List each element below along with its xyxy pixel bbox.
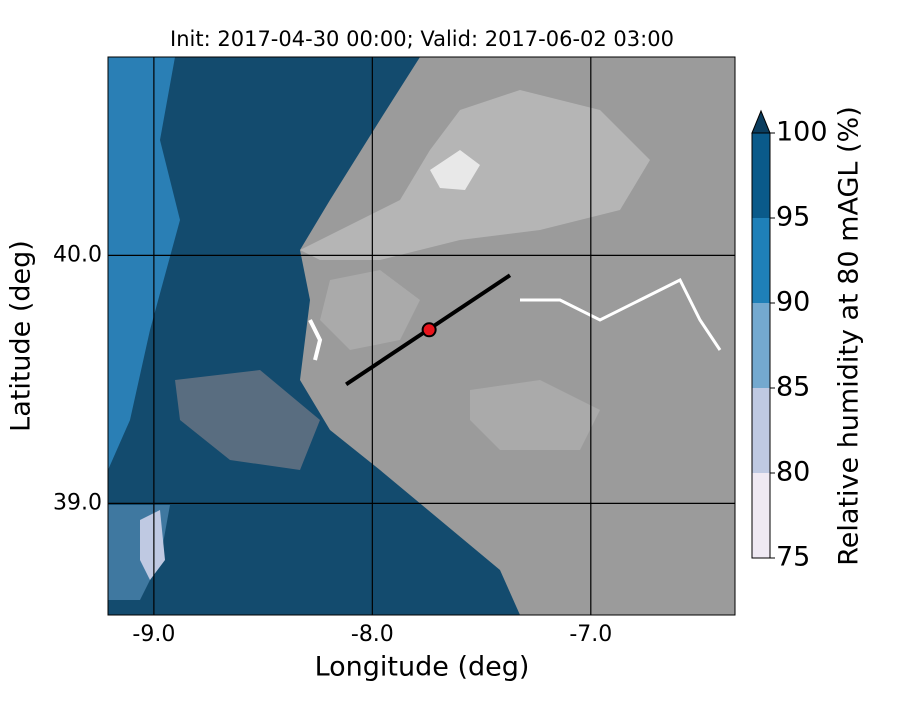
dry-patch — [140, 510, 165, 580]
site-marker — [421, 322, 437, 338]
colorbar-tick-label: 90 — [776, 287, 810, 318]
colorbar-frame — [751, 132, 771, 559]
colorbar-segment — [752, 388, 770, 473]
grid — [108, 57, 735, 615]
chart-title: Init: 2017-04-30 00:00; Valid: 2017-06-0… — [170, 27, 674, 51]
map-field — [108, 57, 735, 615]
plot-frame — [107, 56, 736, 616]
colorbar-tick-label: 80 — [776, 457, 810, 488]
valley — [520, 277, 722, 351]
x-tick-label: -8.0 — [351, 622, 394, 647]
x-tick-label: -9.0 — [132, 622, 175, 647]
dry-highland — [320, 270, 420, 350]
coastal-band — [108, 57, 180, 470]
y-tick-label: 39.0 — [53, 490, 102, 515]
valley — [308, 319, 323, 361]
colorbar-extend — [751, 109, 771, 134]
colorbar-tick-label: 85 — [776, 372, 810, 403]
y-axis-label: Latitude (deg) — [6, 240, 37, 432]
x-tick-label: -7.0 — [569, 622, 612, 647]
colorbar-segment — [752, 473, 770, 558]
humid-region — [108, 57, 520, 615]
x-axis-label: Longitude (deg) — [315, 652, 530, 683]
y-tick-label: 40.0 — [53, 242, 102, 267]
colorbar-segment — [752, 303, 770, 388]
dry-highland — [300, 90, 650, 260]
dry-highland — [470, 380, 600, 450]
colorbar-tick-label: 100 — [776, 117, 828, 148]
dry-highland — [430, 150, 480, 190]
transition-zone — [175, 370, 320, 470]
colorbar-tick-label: 75 — [776, 542, 810, 573]
colorbar-tick-label: 95 — [776, 202, 810, 233]
colorbar-segment — [752, 218, 770, 303]
colorbar-label: Relative humidity at 80 mAGL (%) — [834, 106, 865, 566]
colorbar-segment — [752, 133, 770, 218]
